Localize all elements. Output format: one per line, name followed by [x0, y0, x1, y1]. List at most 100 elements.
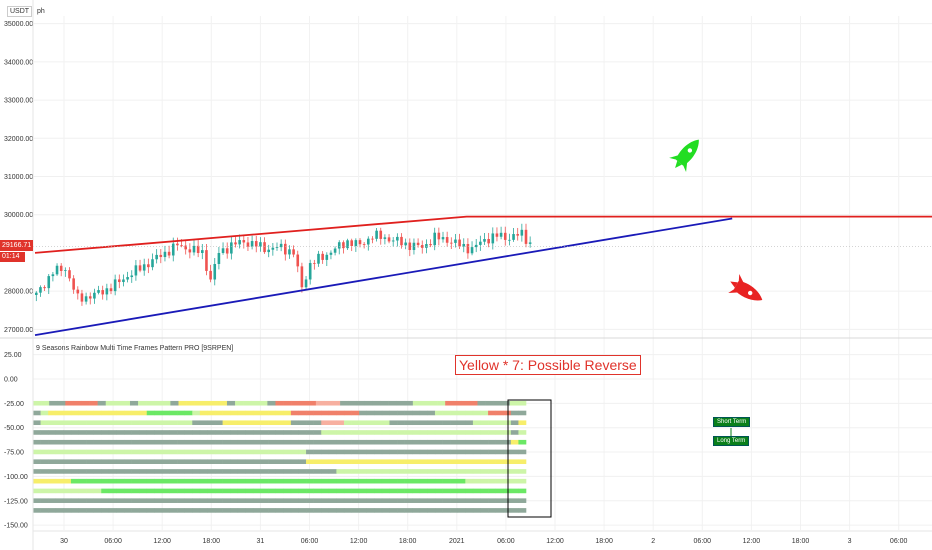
rainbow-cell	[343, 439, 352, 445]
rainbow-cell	[78, 449, 87, 455]
rainbow-cell	[169, 410, 178, 416]
long-term-label[interactable]: Long Term	[713, 436, 750, 446]
rainbow-cell	[351, 439, 360, 445]
rainbow-cell	[389, 439, 398, 445]
rainbow-cell	[480, 498, 489, 503]
time-tick-label: 2021	[449, 538, 465, 545]
rainbow-cell	[306, 410, 314, 416]
candle-body	[176, 243, 179, 246]
rainbow-cell	[40, 508, 49, 513]
rainbow-cell	[230, 459, 239, 464]
rainbow-cell	[222, 410, 231, 416]
rainbow-cell	[33, 449, 41, 455]
rainbow-cell	[445, 400, 454, 406]
rainbow-cell	[48, 430, 57, 435]
indicator-tick-label: -100.00	[4, 474, 28, 481]
rainbow-cell	[389, 410, 398, 416]
rainbow-cell	[313, 508, 322, 513]
rainbow-cell	[215, 508, 223, 513]
rainbow-cell	[518, 488, 527, 494]
rainbow-cell	[154, 410, 163, 416]
rainbow-cell	[328, 430, 337, 435]
rainbow-cell	[434, 430, 443, 435]
rainbow-cell	[351, 449, 360, 455]
short-term-label[interactable]: Short Term	[713, 417, 751, 427]
rainbow-cell	[33, 410, 41, 416]
candle-body	[499, 232, 503, 237]
rainbow-cell	[131, 498, 140, 503]
rainbow-cell	[298, 449, 307, 455]
rainbow-cell	[419, 430, 428, 435]
rainbow-cell	[404, 508, 413, 513]
rainbow-cell	[184, 410, 193, 416]
rainbow-cell	[93, 430, 102, 435]
rainbow-cell	[366, 488, 375, 494]
rainbow-cell	[450, 459, 459, 464]
rainbow-cell	[55, 420, 64, 426]
rainbow-cell	[63, 439, 72, 445]
rainbow-cell	[161, 420, 170, 426]
rainbow-heatmap	[33, 400, 527, 513]
rainbow-cell	[169, 430, 178, 435]
rainbow-cell	[154, 459, 163, 464]
indicator-title[interactable]: 9 Seasons Rainbow Multi Time Frames Patt…	[36, 345, 234, 352]
rainbow-cell	[192, 449, 201, 455]
rainbow-cell	[146, 488, 155, 494]
rainbow-cell	[321, 498, 330, 503]
rainbow-cell	[275, 449, 284, 455]
rainbow-cell	[472, 478, 481, 484]
candle-body	[250, 241, 254, 247]
candle-body	[367, 238, 370, 245]
rainbow-cell	[245, 439, 254, 445]
rainbow-cell	[215, 420, 223, 426]
rainbow-cell	[351, 420, 360, 426]
rainbow-cell	[177, 488, 185, 494]
rainbow-cell	[139, 420, 148, 426]
rainbow-cell	[121, 400, 131, 406]
rainbow-cell	[450, 469, 459, 474]
rainbow-cell	[93, 478, 102, 484]
rainbow-cell	[450, 410, 459, 416]
rainbow-cell	[177, 449, 185, 455]
rainbow-cell	[351, 498, 360, 503]
candle-body	[134, 265, 138, 276]
candle-body	[300, 266, 304, 288]
rainbow-cell	[260, 410, 269, 416]
rainbow-cell	[321, 439, 330, 445]
rainbow-cell	[359, 508, 368, 513]
rainbow-cell	[161, 488, 170, 494]
rainbow-cell	[169, 439, 178, 445]
candle-body	[470, 247, 474, 254]
rainbow-cell	[48, 488, 57, 494]
rainbow-cell	[131, 449, 140, 455]
rainbow-cell	[139, 449, 148, 455]
rainbow-cell	[48, 508, 57, 513]
rainbow-cell	[397, 420, 405, 426]
rainbow-cell	[184, 430, 193, 435]
rainbow-cell	[328, 508, 337, 513]
candle-body	[238, 240, 241, 245]
rainbow-cell	[154, 498, 163, 503]
rainbow-cell	[351, 488, 360, 494]
candle-body	[474, 244, 478, 248]
rainbow-cell	[192, 488, 201, 494]
annotation-label[interactable]: Yellow * 7: Possible Reverse	[455, 355, 641, 375]
rainbow-cell	[93, 469, 102, 474]
rainbow-cell	[510, 449, 519, 455]
rainbow-cell	[306, 420, 314, 426]
rainbow-cell	[222, 508, 231, 513]
rainbow-cell	[351, 469, 360, 474]
resistance-line	[34, 215, 932, 254]
rainbow-cell	[192, 410, 201, 416]
rainbow-cell	[290, 478, 299, 484]
rainbow-cell	[291, 400, 300, 406]
rainbow-cell	[275, 430, 284, 435]
candle-body	[184, 245, 187, 250]
symbol-badge[interactable]: USDT	[7, 6, 33, 17]
candle-body	[379, 230, 383, 239]
rainbow-cell	[397, 478, 405, 484]
rainbow-cell	[48, 478, 57, 484]
time-tick-label: 18:00	[792, 538, 810, 545]
rainbow-cell	[457, 449, 466, 455]
